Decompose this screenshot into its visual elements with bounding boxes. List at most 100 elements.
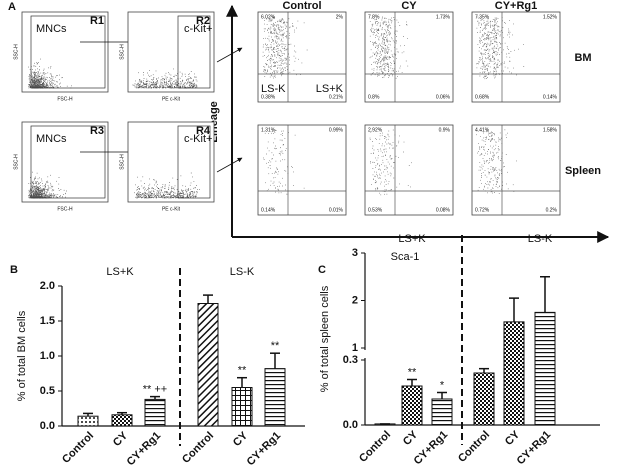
gate bbox=[177, 15, 211, 89]
flow-y-label: SSC-H bbox=[119, 154, 125, 170]
scatter-dots bbox=[369, 16, 409, 79]
y-tick-label: 0.5 bbox=[40, 385, 55, 397]
significance: ** bbox=[271, 340, 280, 352]
quadrant-percent: 0.72% bbox=[475, 207, 490, 213]
column-header: CY bbox=[401, 0, 417, 12]
bar bbox=[503, 321, 525, 426]
gate bbox=[177, 125, 211, 199]
quadrant-plot bbox=[364, 124, 454, 216]
scatter-dots bbox=[262, 17, 308, 79]
quadrant-percent: 0.2% bbox=[546, 207, 558, 213]
x-tick-label: Control bbox=[357, 429, 393, 465]
quadrant-percent: 2% bbox=[336, 14, 344, 20]
x-tick-label: CY bbox=[111, 429, 131, 449]
column-header: Control bbox=[282, 0, 321, 12]
group-title: LS+K bbox=[106, 266, 134, 278]
gate bbox=[30, 125, 106, 199]
quadrant-percent: 0.06% bbox=[436, 94, 451, 100]
bar bbox=[534, 311, 556, 426]
quadrant-percent: 0.53% bbox=[368, 207, 383, 213]
scatter-dots bbox=[369, 129, 412, 196]
column-header: CY+Rg1 bbox=[495, 0, 538, 12]
quadrant-percent: 1.52% bbox=[543, 14, 558, 20]
quadrant-plot bbox=[257, 124, 347, 216]
group-title: LS-K bbox=[528, 233, 553, 245]
quadrant-percent: 0.08% bbox=[436, 207, 451, 213]
y-tick-label: 0.0 bbox=[343, 419, 358, 431]
y-axis-label: % of total spleen cells bbox=[319, 285, 331, 392]
quadrant-plot bbox=[471, 124, 561, 216]
panel-letter: C bbox=[318, 264, 326, 276]
quadrant-percent: 0.14% bbox=[261, 207, 276, 213]
quadrant-name: LS+K bbox=[316, 83, 344, 95]
quadrant-percent: 1.73% bbox=[436, 14, 451, 20]
bar bbox=[231, 387, 253, 427]
flow-x-label: FSC-H bbox=[57, 96, 73, 102]
x-tick-label: Control bbox=[60, 430, 96, 466]
row-label: Spleen bbox=[565, 165, 601, 177]
quadrant-plot bbox=[471, 11, 561, 103]
y-tick-label: 0.0 bbox=[40, 420, 55, 432]
flow-y-label: SSC-H bbox=[13, 154, 19, 170]
x-tick-label: CY bbox=[503, 428, 523, 448]
flow-x-label: PE c-Kit bbox=[162, 96, 181, 102]
scatter-dots bbox=[263, 129, 305, 195]
scatter-dots bbox=[134, 172, 200, 199]
x-tick-label: CY+Rg1 bbox=[245, 430, 284, 466]
y-tick-label: 1 bbox=[352, 342, 358, 354]
group-title: LS+K bbox=[398, 233, 426, 245]
quadrant-percent: 0.14% bbox=[543, 94, 558, 100]
y-axis-label: % of total BM cells bbox=[16, 310, 28, 401]
flow-plot bbox=[127, 121, 215, 203]
bar bbox=[431, 398, 453, 426]
quadrant-percent: 2.92% bbox=[368, 127, 383, 133]
quadrant-percent: 0.38% bbox=[261, 94, 276, 100]
significance: ** bbox=[408, 366, 417, 378]
bar bbox=[197, 303, 219, 427]
x-tick-label: CY+Rg1 bbox=[515, 429, 554, 466]
bar bbox=[111, 414, 133, 427]
x-tick-label: CY+Rg1 bbox=[125, 430, 164, 466]
y-tick-label: 3 bbox=[352, 247, 358, 259]
region-label: R3 bbox=[90, 125, 104, 137]
flow-x-label: FSC-H bbox=[57, 206, 73, 212]
quadrant-percent: 4.41% bbox=[475, 127, 490, 133]
significance: ** ++ bbox=[143, 384, 167, 396]
quadrant-percent: 0.68% bbox=[475, 94, 490, 100]
quadrant-percent: 6.02% bbox=[261, 14, 276, 20]
gate bbox=[30, 15, 106, 89]
gate-label: c-Kit+ bbox=[184, 23, 212, 35]
flow-plot bbox=[21, 11, 109, 93]
y-tick-label: 2 bbox=[352, 294, 358, 306]
bar bbox=[144, 398, 166, 427]
gate-label: c-Kit+ bbox=[184, 133, 212, 145]
quadrant-percent: 0.21% bbox=[329, 94, 344, 100]
y-tick-label: 2.0 bbox=[40, 280, 55, 292]
quadrant-name: LS-K bbox=[261, 83, 286, 95]
flow-x-label: PE c-Kit bbox=[162, 206, 181, 212]
region-label: R4 bbox=[196, 125, 211, 137]
quadrant-percent: 0.99% bbox=[329, 127, 344, 133]
flow-y-label: SSC-H bbox=[119, 44, 125, 60]
quadrant-percent: 0.01% bbox=[329, 207, 344, 213]
gate-label: MNCs bbox=[36, 23, 67, 35]
significance: * bbox=[440, 379, 445, 391]
quadrant-percent: 7.35% bbox=[475, 14, 490, 20]
bar bbox=[401, 385, 423, 426]
quadrant-percent: 1.58% bbox=[543, 127, 558, 133]
flow-y-label: SSC-H bbox=[13, 44, 19, 60]
significance: ** bbox=[238, 365, 247, 377]
quadrant-plot bbox=[364, 11, 454, 103]
quadrant-percent: 1.31% bbox=[261, 127, 276, 133]
panel-letter: A bbox=[8, 1, 16, 13]
x-tick-label: CY+Rg1 bbox=[412, 429, 451, 466]
quadrant-plot bbox=[257, 11, 347, 103]
group-title: LS-K bbox=[230, 266, 255, 278]
bar bbox=[77, 415, 99, 427]
bar bbox=[264, 368, 286, 427]
panel-letter: B bbox=[10, 264, 18, 276]
gate-label: MNCs bbox=[36, 133, 67, 145]
row-label: BM bbox=[574, 52, 591, 64]
scatter-dots bbox=[28, 171, 67, 199]
x-axis-label: Sca-1 bbox=[391, 251, 420, 263]
